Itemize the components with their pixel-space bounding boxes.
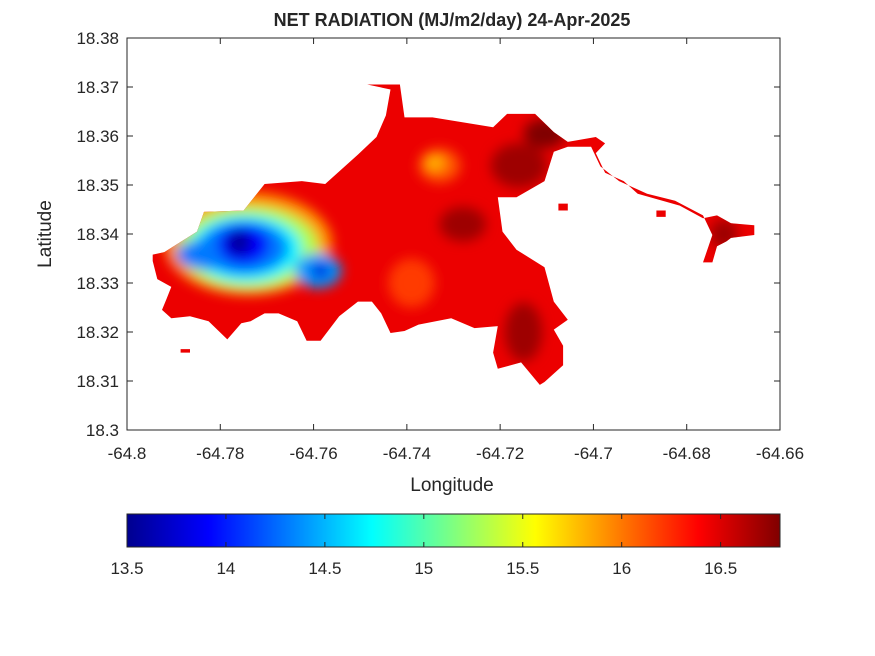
colorbar-tick-label: 13.5 — [110, 559, 143, 578]
colorbar-ticks: 13.5 14 14.5 15 15.5 16 16.5 — [110, 514, 737, 578]
x-tick-label: -64.7 — [574, 444, 613, 463]
y-tick-label: 18.37 — [76, 78, 119, 97]
colorbar-gradient — [126, 513, 781, 548]
colorbar-tick-label: 16.5 — [704, 559, 737, 578]
y-tick-label: 18.34 — [76, 225, 119, 244]
x-tick-label: -64.68 — [663, 444, 711, 463]
colorbar: 13.5 14 14.5 15 15.5 16 16.5 — [110, 513, 781, 578]
chart-title: NET RADIATION (MJ/m2/day) 24-Apr-2025 — [274, 10, 631, 30]
value-blob-10 — [425, 155, 445, 171]
x-axis: -64.8 -64.78 -64.76 -64.74 -64.72 -64.7 -64.68… — [108, 38, 804, 463]
x-tick-label: -64.76 — [289, 444, 337, 463]
value-blob-7 — [227, 230, 251, 256]
x-tick-label: -64.74 — [383, 444, 431, 463]
colorbar-tick-label: 15 — [414, 559, 433, 578]
y-axis-label: Latitude — [35, 200, 56, 268]
value-blob-14 — [439, 207, 487, 242]
y-tick-label: 18.33 — [76, 274, 119, 293]
x-tick-label: -64.72 — [476, 444, 524, 463]
colorbar-tick-label: 14.5 — [308, 559, 341, 578]
value-blob-11 — [388, 258, 435, 308]
value-field — [164, 118, 738, 362]
y-tick-label: 18.38 — [76, 29, 119, 48]
colorbar-tick-label: 16 — [612, 559, 631, 578]
y-tick-label: 18.31 — [76, 372, 119, 391]
colorbar-tick-label: 14 — [216, 559, 235, 578]
x-tick-label: -64.66 — [756, 444, 804, 463]
value-blob-8 — [311, 263, 330, 279]
y-tick-label: 18.32 — [76, 323, 119, 342]
y-axis: 18.3 18.31 18.32 18.33 18.34 18.35 18.36 18.37 1… — [76, 29, 780, 440]
x-axis-label: Longitude — [410, 475, 493, 496]
x-tick-label: -64.78 — [196, 444, 244, 463]
value-blob-12 — [490, 143, 547, 188]
colorbar-tick-label: 15.5 — [506, 559, 539, 578]
x-tick-label: -64.8 — [108, 444, 147, 463]
value-blob-15 — [504, 302, 543, 362]
y-tick-label: 18.35 — [76, 176, 119, 195]
y-tick-label: 18.3 — [86, 421, 119, 440]
y-tick-label: 18.36 — [76, 127, 119, 146]
